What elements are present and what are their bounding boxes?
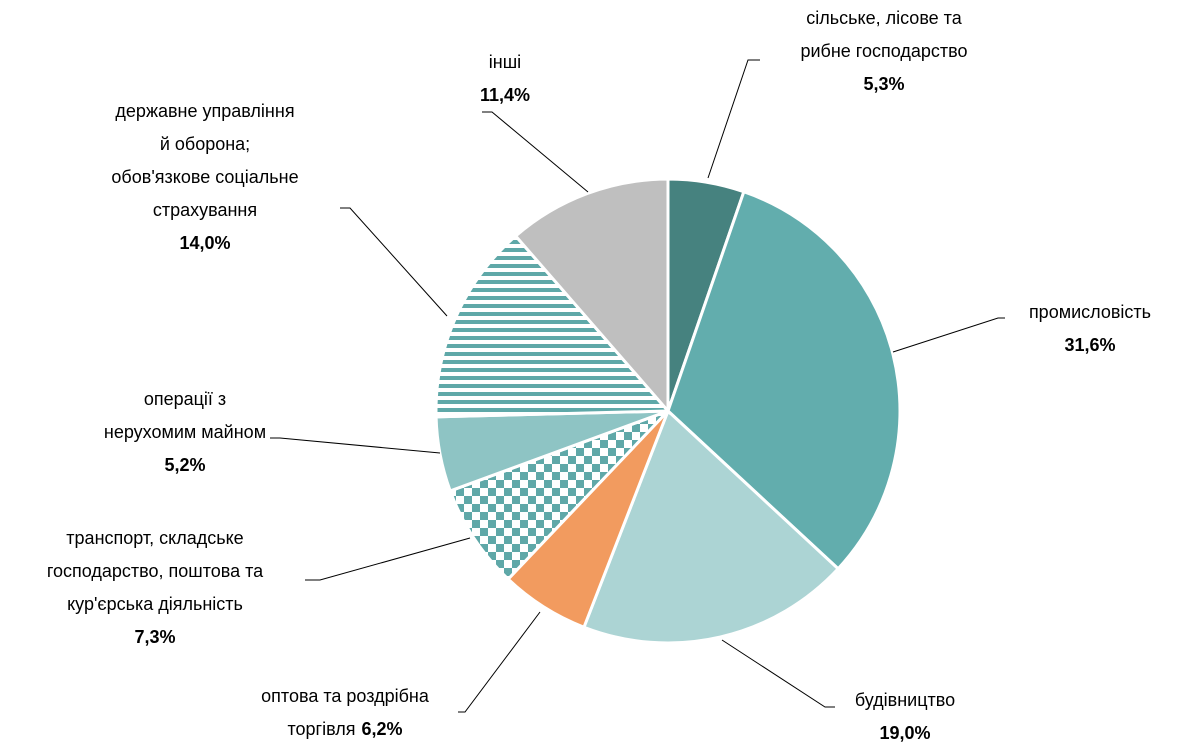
leader-line xyxy=(721,639,835,708)
pie-slice xyxy=(666,189,902,571)
value-label: 7,3% xyxy=(134,627,176,647)
slice-label: державне управління й оборона; обов'язко… xyxy=(60,95,350,260)
slice-label: сільське, лісове та рибне господарство 5,… xyxy=(754,2,1014,101)
category-label: інші xyxy=(488,52,522,72)
pie-slice xyxy=(434,233,672,419)
slice-label: транспорт, складське господарство, пошто… xyxy=(0,522,310,654)
category-label: сільське, лісове та рибне господарство xyxy=(800,8,968,61)
slice-label: операції з нерухомим майном 5,2% xyxy=(40,383,330,482)
slice-label: інші 11,4% xyxy=(440,46,570,112)
category-label: оптова та роздрібна торгівля xyxy=(261,686,429,739)
leader-line xyxy=(340,207,448,317)
leader-line xyxy=(482,111,589,193)
leader-line xyxy=(458,611,541,713)
value-label: 19,0% xyxy=(879,723,931,743)
slice-label: промисловість 31,6% xyxy=(990,296,1179,362)
slice-label: оптова та роздрібна торгівля 6,2% xyxy=(220,680,470,746)
leader-line xyxy=(270,437,441,454)
value-label: 5,2% xyxy=(164,455,206,475)
value-label: 11,4% xyxy=(479,85,531,105)
value-label: 14,0% xyxy=(179,233,231,253)
pie-slice xyxy=(582,408,841,645)
leader-line xyxy=(305,537,471,581)
leader-line xyxy=(707,59,760,179)
category-label: державне управління й оборона; обов'язко… xyxy=(111,101,299,220)
slice-label: будівництво 19,0% xyxy=(800,684,1010,750)
value-label: 5,3% xyxy=(863,74,905,94)
category-label: будівництво xyxy=(854,690,956,710)
leader-line xyxy=(892,317,1005,353)
pie-slice xyxy=(448,409,670,582)
pie-slice xyxy=(513,177,670,416)
category-label: транспорт, складське господарство, пошто… xyxy=(46,528,264,614)
value-label: 6,2% xyxy=(361,719,403,739)
category-label: операції з нерухомим майном xyxy=(103,389,267,442)
category-label: промисловість xyxy=(1028,302,1152,322)
value-label: 31,6% xyxy=(1064,335,1116,355)
